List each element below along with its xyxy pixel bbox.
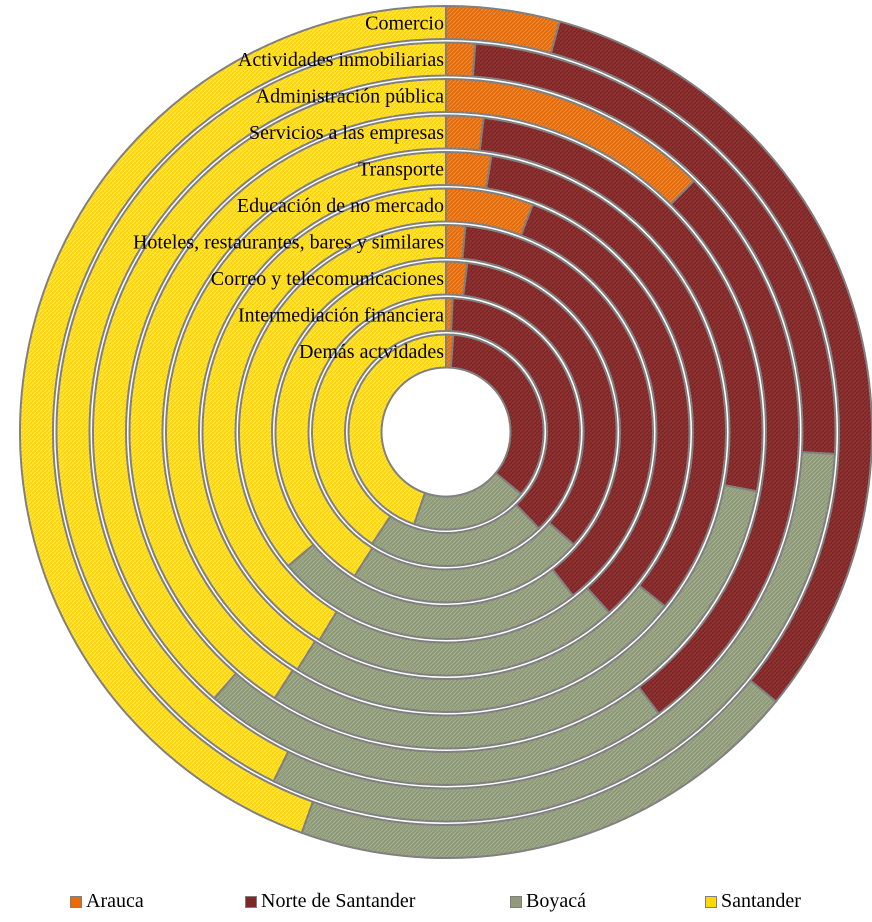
legend: Arauca Norte de Santander Boyacá Santand… (0, 890, 872, 922)
ring-segment-7-santander (238, 223, 447, 568)
ring-segment-2-arauca (445, 41, 477, 78)
ring-segment-3-santander (92, 77, 447, 700)
ring-segment-8-santander (274, 260, 447, 578)
legend-label-arauca: Arauca (86, 890, 144, 912)
legend-item-arauca: Arauca (70, 890, 144, 913)
ring-segment-4-santander (128, 114, 447, 700)
legend-label-norte-de-santander: Norte de Santander (261, 890, 416, 912)
ring-segment-5-santander (165, 150, 447, 671)
legend-swatch-norte-de-santander (245, 895, 257, 908)
ring-label-8: Correo y telecomunicaciones (211, 268, 444, 290)
ring-label-10: Demás actvidades (299, 341, 444, 363)
ring-segment-6-santander (201, 187, 447, 642)
ring-label-4: Servicios a las empresas (249, 122, 444, 144)
ring-label-5: Transporte (358, 159, 444, 181)
legend-item-santander: Santander (705, 890, 801, 913)
legend-label-boyaca: Boyacá (526, 890, 586, 912)
ring-labels: Comercio Actividades inmobiliarias Adminis… (133, 13, 444, 364)
ring-label-6: Educación de no mercado (237, 195, 444, 217)
ring-segment-5-arauca (445, 150, 493, 190)
ring-label-3: Administración pública (256, 86, 444, 108)
legend-label-santander: Santander (721, 890, 801, 912)
ring-label-1: Comercio (365, 13, 444, 35)
legend-item-norte-de-santander: Norte de Santander (245, 890, 415, 913)
donut-chart: Comercio Actividades inmobiliarias Adminis… (19, 4, 872, 859)
legend-swatch-santander (705, 895, 717, 908)
donut-rings (19, 4, 872, 859)
legend-item-boyaca: Boyacá (510, 890, 586, 913)
ring-label-2: Actividades inmobiliarias (238, 49, 444, 71)
ring-label-9: Intermediación financiera (238, 305, 444, 327)
ring-segment-1-santander (19, 4, 447, 835)
ring-segment-4-arauca (445, 114, 485, 152)
ring-label-7: Hoteles, restaurantes, bares y similares (133, 232, 444, 254)
ring-segment-10-santander (347, 333, 447, 526)
ring-segment-2-santander (55, 41, 447, 783)
legend-swatch-boyaca (510, 895, 522, 908)
ring-segment-9-santander (311, 296, 447, 546)
legend-swatch-arauca (70, 895, 82, 908)
